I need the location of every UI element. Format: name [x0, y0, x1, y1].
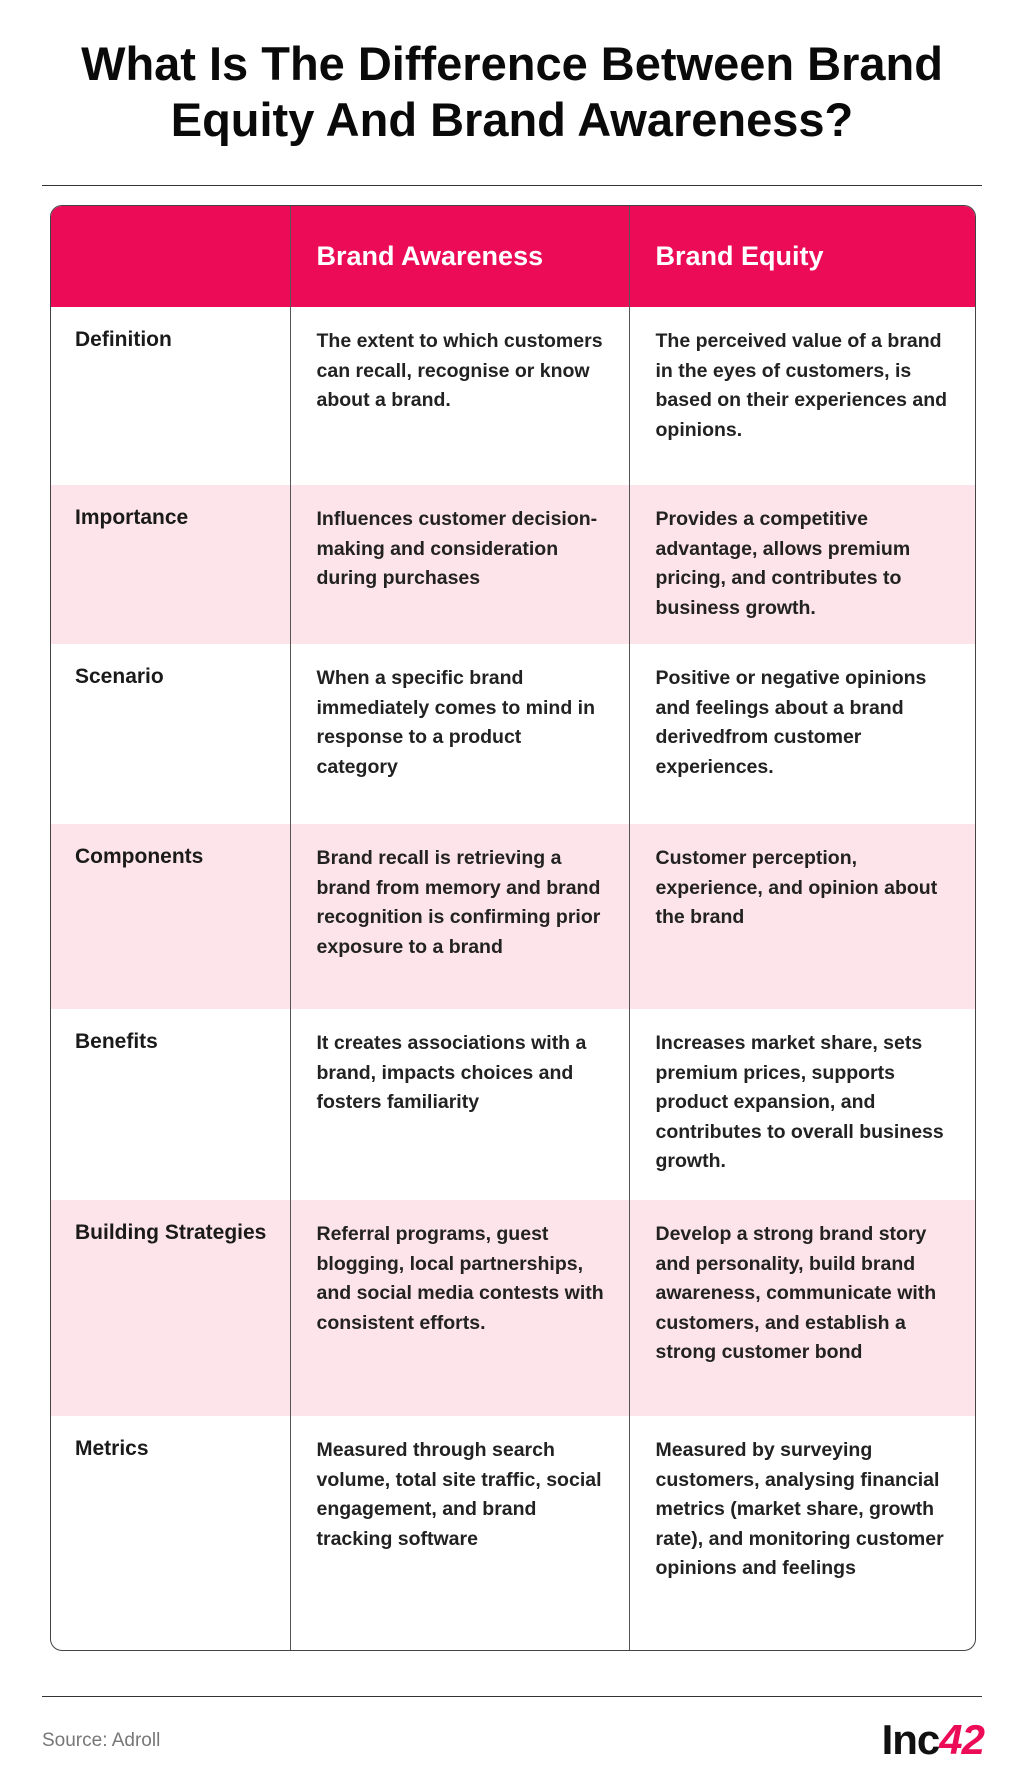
table-row: Components Brand recall is retrieving a b…	[51, 824, 975, 1009]
table-row: Building Strategies Referral programs, gu…	[51, 1200, 975, 1416]
header-cell: Brand Equity	[628, 206, 975, 307]
row-label: Components	[75, 845, 204, 868]
row-label: Building Strategies	[75, 1221, 267, 1244]
cell: Increases market share, sets premium pri…	[628, 1009, 975, 1200]
header-cell: Brand Awareness	[289, 206, 629, 307]
table-row: Importance Influences customer decision-m…	[51, 485, 975, 644]
header-row: Brand Awareness Brand Equity	[51, 206, 975, 307]
cell: Influences customer decision-making and …	[289, 485, 629, 644]
cell: Measured by surveying customers, analysi…	[628, 1416, 975, 1650]
title: What Is The Difference Between Brand Equ…	[81, 37, 943, 146]
source: Source: Adroll	[42, 1730, 161, 1751]
cell: Provides a competitive advantage, allows…	[628, 485, 975, 644]
row-label: Metrics	[75, 1437, 149, 1460]
row-label: Importance	[75, 506, 189, 529]
cell: Brand recall is retrieving a brand from …	[289, 824, 629, 1009]
table-row: Scenario When a specific brand immediatel…	[51, 644, 975, 824]
cell: Develop a strong brand story and persona…	[628, 1200, 975, 1416]
row-label: Benefits	[75, 1030, 158, 1053]
table-row: Benefits It creates associations with a b…	[51, 1009, 975, 1200]
table-row: Definition The extent to which customers …	[51, 307, 975, 485]
cell: The perceived value of a brand in the ey…	[628, 307, 975, 485]
cell: When a specific brand immediately comes …	[289, 644, 629, 824]
cell: Positive or negative opinions and feelin…	[628, 644, 975, 824]
row-label: Scenario	[75, 665, 164, 688]
logo-accent: 42	[939, 1716, 985, 1763]
cell: It creates associations with a brand, im…	[289, 1009, 629, 1200]
cell: Customer perception, experience, and opi…	[628, 824, 975, 1009]
table: Brand Awareness Brand Equity Definition Th…	[51, 206, 975, 1650]
cell: Measured through search volume, total si…	[289, 1416, 629, 1650]
header-cell	[51, 206, 290, 307]
cell: The extent to which customers can recall…	[289, 307, 629, 485]
table-row: Metrics Measured through search volume, t…	[51, 1416, 975, 1650]
row-label: Definition	[75, 328, 172, 351]
divider	[42, 1696, 982, 1697]
divider	[42, 185, 982, 186]
logo-text: Inc	[881, 1716, 941, 1763]
logo: Inc42	[881, 1716, 985, 1764]
comparison-table: Brand Awareness Brand Equity Definition Th…	[50, 205, 976, 1651]
cell: Referral programs, guest blogging, local…	[289, 1200, 629, 1416]
